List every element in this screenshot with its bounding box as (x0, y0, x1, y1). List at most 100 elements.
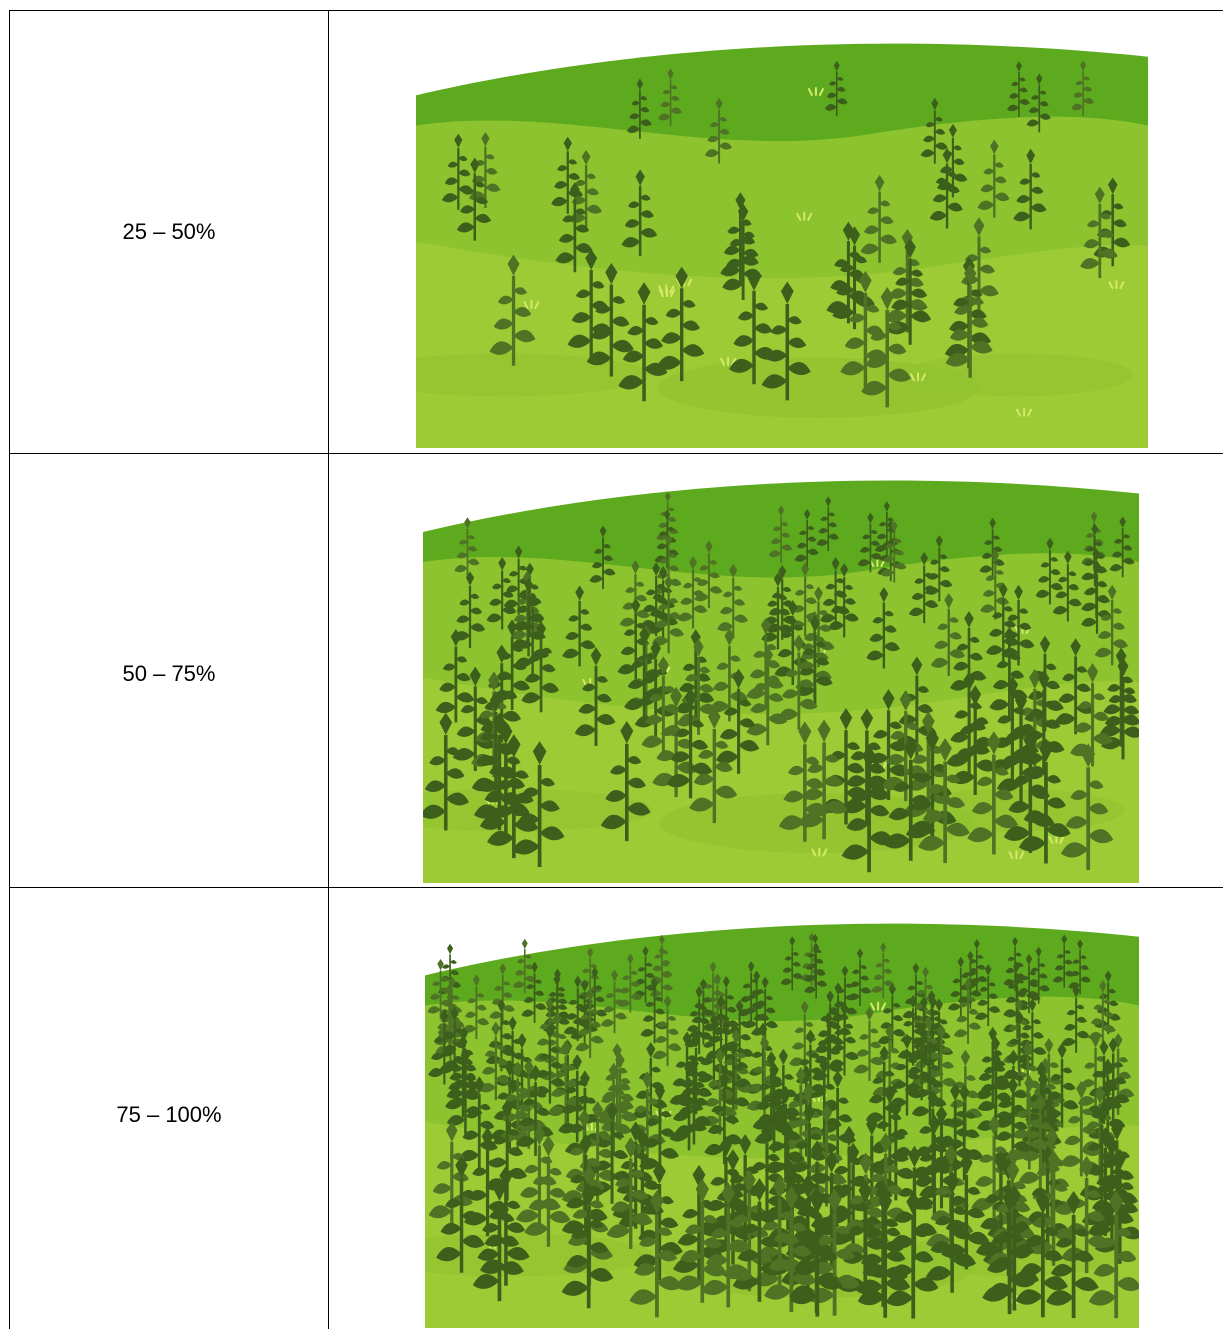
nettle-plant (715, 668, 760, 774)
nettle-plant (1061, 984, 1090, 1053)
nettle-plant (677, 556, 708, 629)
nettle-plant (1016, 998, 1047, 1071)
nettle-plant (574, 647, 616, 746)
nettle-plant (804, 942, 828, 999)
nettle-plant (945, 263, 993, 378)
nettle-plant (953, 977, 982, 1044)
nettle-plant (1068, 939, 1091, 995)
nettle-plant (807, 1188, 860, 1316)
nettle-plant (1046, 1190, 1099, 1319)
nettle-plant (575, 988, 604, 1059)
table-border-row1 (9, 453, 1223, 454)
nettle-plant (521, 961, 547, 1023)
nettle-plant (666, 687, 713, 799)
nettle-plant (521, 621, 560, 713)
nettle-plant (600, 721, 651, 842)
nettle-plant (967, 731, 1019, 855)
nettle-plant (768, 505, 793, 563)
nettle-plant (1101, 657, 1139, 760)
nettle-plant (423, 712, 470, 831)
nettle-plant (1081, 560, 1112, 634)
table-border-left (9, 10, 10, 1329)
nettle-plant (841, 708, 890, 825)
nettle-plant (489, 254, 536, 366)
nettle-plant (977, 139, 1010, 218)
nettle-plant (918, 738, 970, 864)
nettle-plant (435, 628, 475, 723)
nettle-plant (589, 525, 616, 589)
nettle-plant (866, 587, 900, 669)
nettle-plant (678, 1032, 713, 1115)
cover-label-row-3: 75 – 100% (116, 1102, 222, 1127)
nettle-plant (561, 1183, 614, 1309)
nettle-plant (436, 1155, 485, 1273)
nettle-patch (423, 491, 1139, 873)
nettle-plant (689, 707, 738, 824)
nettle-plant (1006, 61, 1030, 117)
nettle-plant (861, 286, 911, 408)
table-border-top (9, 10, 1223, 11)
nettle-plant (780, 936, 803, 991)
nettle-plant (486, 556, 517, 630)
nettle-plant (795, 615, 833, 705)
nettle-plant (618, 282, 668, 402)
nettle-plant (930, 592, 966, 676)
nettle-plant (617, 598, 653, 683)
nettle-plant (729, 269, 777, 385)
nettle-plant (853, 1006, 885, 1081)
nettle-plant (489, 963, 515, 1025)
nettle-plant (1080, 186, 1118, 279)
table-border-middle (328, 10, 329, 1329)
nettle-plant (472, 1177, 524, 1302)
nettle-plant (441, 133, 474, 210)
nettle-meadow-illustration-low (416, 18, 1148, 448)
nettle-plant (701, 1182, 753, 1308)
nettle-meadow-illustration-medium (423, 455, 1139, 883)
nettle-plant (478, 1021, 512, 1101)
nettle-plant (704, 97, 733, 164)
nettle-plant (621, 169, 658, 257)
nettle-plant (512, 938, 536, 994)
nettle-plant (1013, 148, 1047, 230)
nettle-plant (996, 691, 1044, 803)
nettle-plant (658, 68, 682, 127)
nettle-plant (675, 1178, 727, 1303)
nettle-plant (532, 1024, 566, 1104)
nettle-plant (1043, 1042, 1079, 1128)
nettle-plant (515, 1064, 554, 1156)
nettle-plant (874, 501, 898, 558)
nettle-plant (626, 78, 652, 139)
nettle-plant (600, 969, 628, 1034)
nettle-plant (857, 1190, 911, 1318)
nettle-plant (883, 736, 936, 861)
nettle-plant (974, 964, 1001, 1027)
nettle-plant (1052, 550, 1082, 622)
nettle-plant (512, 741, 565, 868)
nettle-plant (841, 745, 895, 873)
nettle-plant (717, 564, 748, 639)
nettle-plant (586, 262, 634, 377)
nettle-plant (720, 192, 759, 286)
nettle-plant (555, 182, 593, 273)
nettle-plant (884, 228, 928, 333)
nettle-plant (1052, 934, 1075, 988)
nettle-plant (674, 1056, 712, 1145)
nettle-plant (885, 1191, 939, 1319)
nettle-plant (951, 685, 997, 795)
nettle-plant (452, 666, 496, 771)
nettle-plant (1071, 60, 1095, 116)
nettle-plant (778, 721, 829, 842)
nettle-plant (1109, 516, 1135, 578)
meadow-background (416, 18, 1148, 448)
nettle-plant (454, 517, 480, 579)
nettle-plant (428, 1009, 460, 1085)
nettle-plant (789, 1189, 843, 1317)
nettle-plant (816, 496, 840, 552)
nettle-plant (606, 1137, 653, 1249)
nettle-plant (889, 1033, 924, 1116)
nettle-plant (824, 60, 848, 117)
nettle-plant (524, 1135, 571, 1247)
nettle-plant (982, 1187, 1035, 1315)
nettle-plant (924, 1024, 957, 1104)
